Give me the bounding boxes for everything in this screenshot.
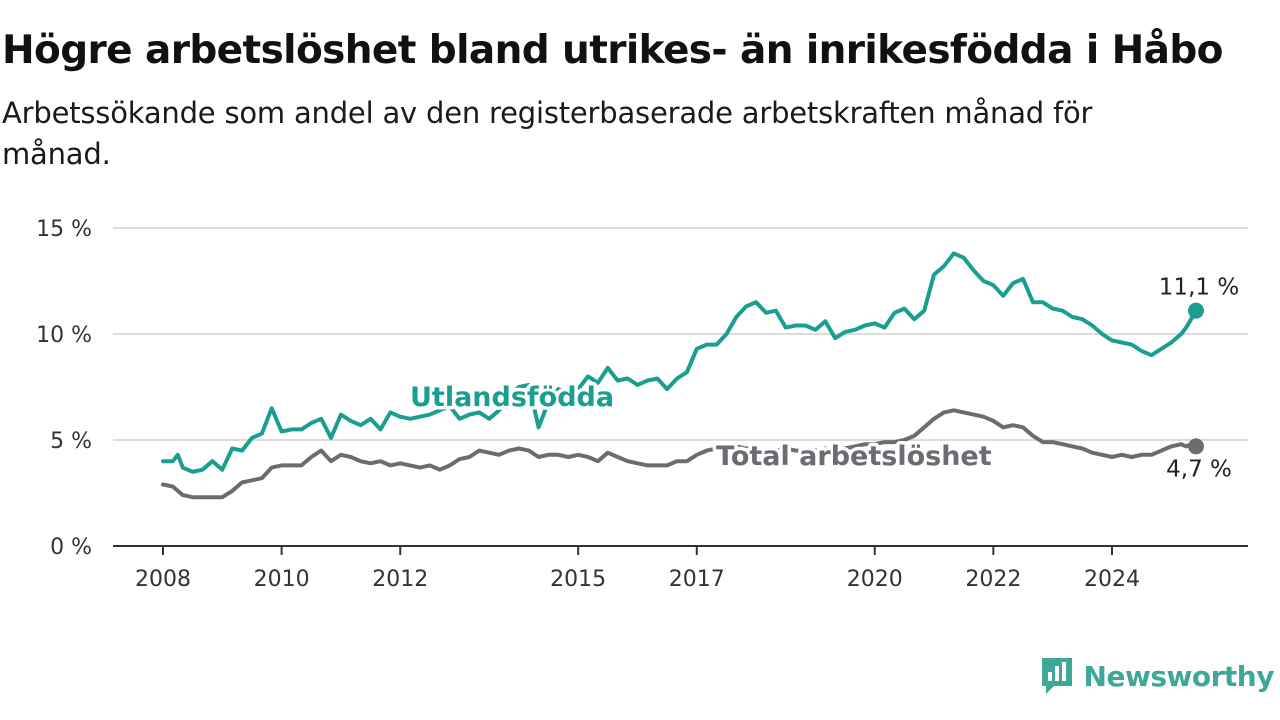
x-tick-label: 2022 [965, 567, 1021, 592]
y-axis: 0 % 5 % 10 % 15 % [36, 217, 92, 560]
series-label-total-arbetsloshet: Total arbetslöshet [716, 441, 992, 472]
newsworthy-logo-icon [1040, 656, 1074, 696]
x-tick-label: 2008 [135, 567, 191, 592]
x-axis: 2008 2010 2012 2015 2017 2020 2022 2024 [113, 545, 1248, 592]
end-value-label: 11,1 % [1159, 275, 1239, 301]
x-tick-label: 2024 [1084, 567, 1140, 592]
x-tick-label: 2015 [550, 567, 606, 592]
x-tick-label: 2020 [847, 567, 903, 592]
series-lines [161, 251, 1198, 500]
end-point-total-arbetsloshet [1188, 438, 1204, 455]
y-tick-label: 5 % [50, 429, 92, 454]
end-markers: 11,1 % 4,7 % [1156, 272, 1241, 485]
chart-title: Högre arbetslöshet bland utrikes- än inr… [2, 28, 1223, 73]
x-tick-label: 2017 [669, 567, 725, 592]
x-tick-label: 2010 [254, 567, 310, 592]
end-value-label: 4,7 % [1166, 456, 1232, 482]
series-line-total-arbetsloshet [161, 408, 1198, 500]
series-labels: Utlandsfödda Total arbetslöshet [407, 379, 996, 476]
grid-lines [113, 227, 1248, 441]
y-tick-label: 10 % [36, 323, 92, 348]
brand-logo: Newsworthy [1040, 654, 1275, 698]
brand-name: Newsworthy [1083, 659, 1275, 693]
y-tick-label: 15 % [36, 217, 92, 242]
end-point-utlandsfodda [1188, 302, 1204, 319]
chart-subtitle: Arbetssökande som andel av den registerb… [2, 96, 1093, 171]
x-tick-label: 2012 [372, 567, 428, 592]
series-label-utlandsfodda: Utlandsfödda [410, 382, 614, 413]
y-tick-label: 0 % [50, 535, 92, 560]
series-line-utlandsfodda [161, 251, 1198, 474]
